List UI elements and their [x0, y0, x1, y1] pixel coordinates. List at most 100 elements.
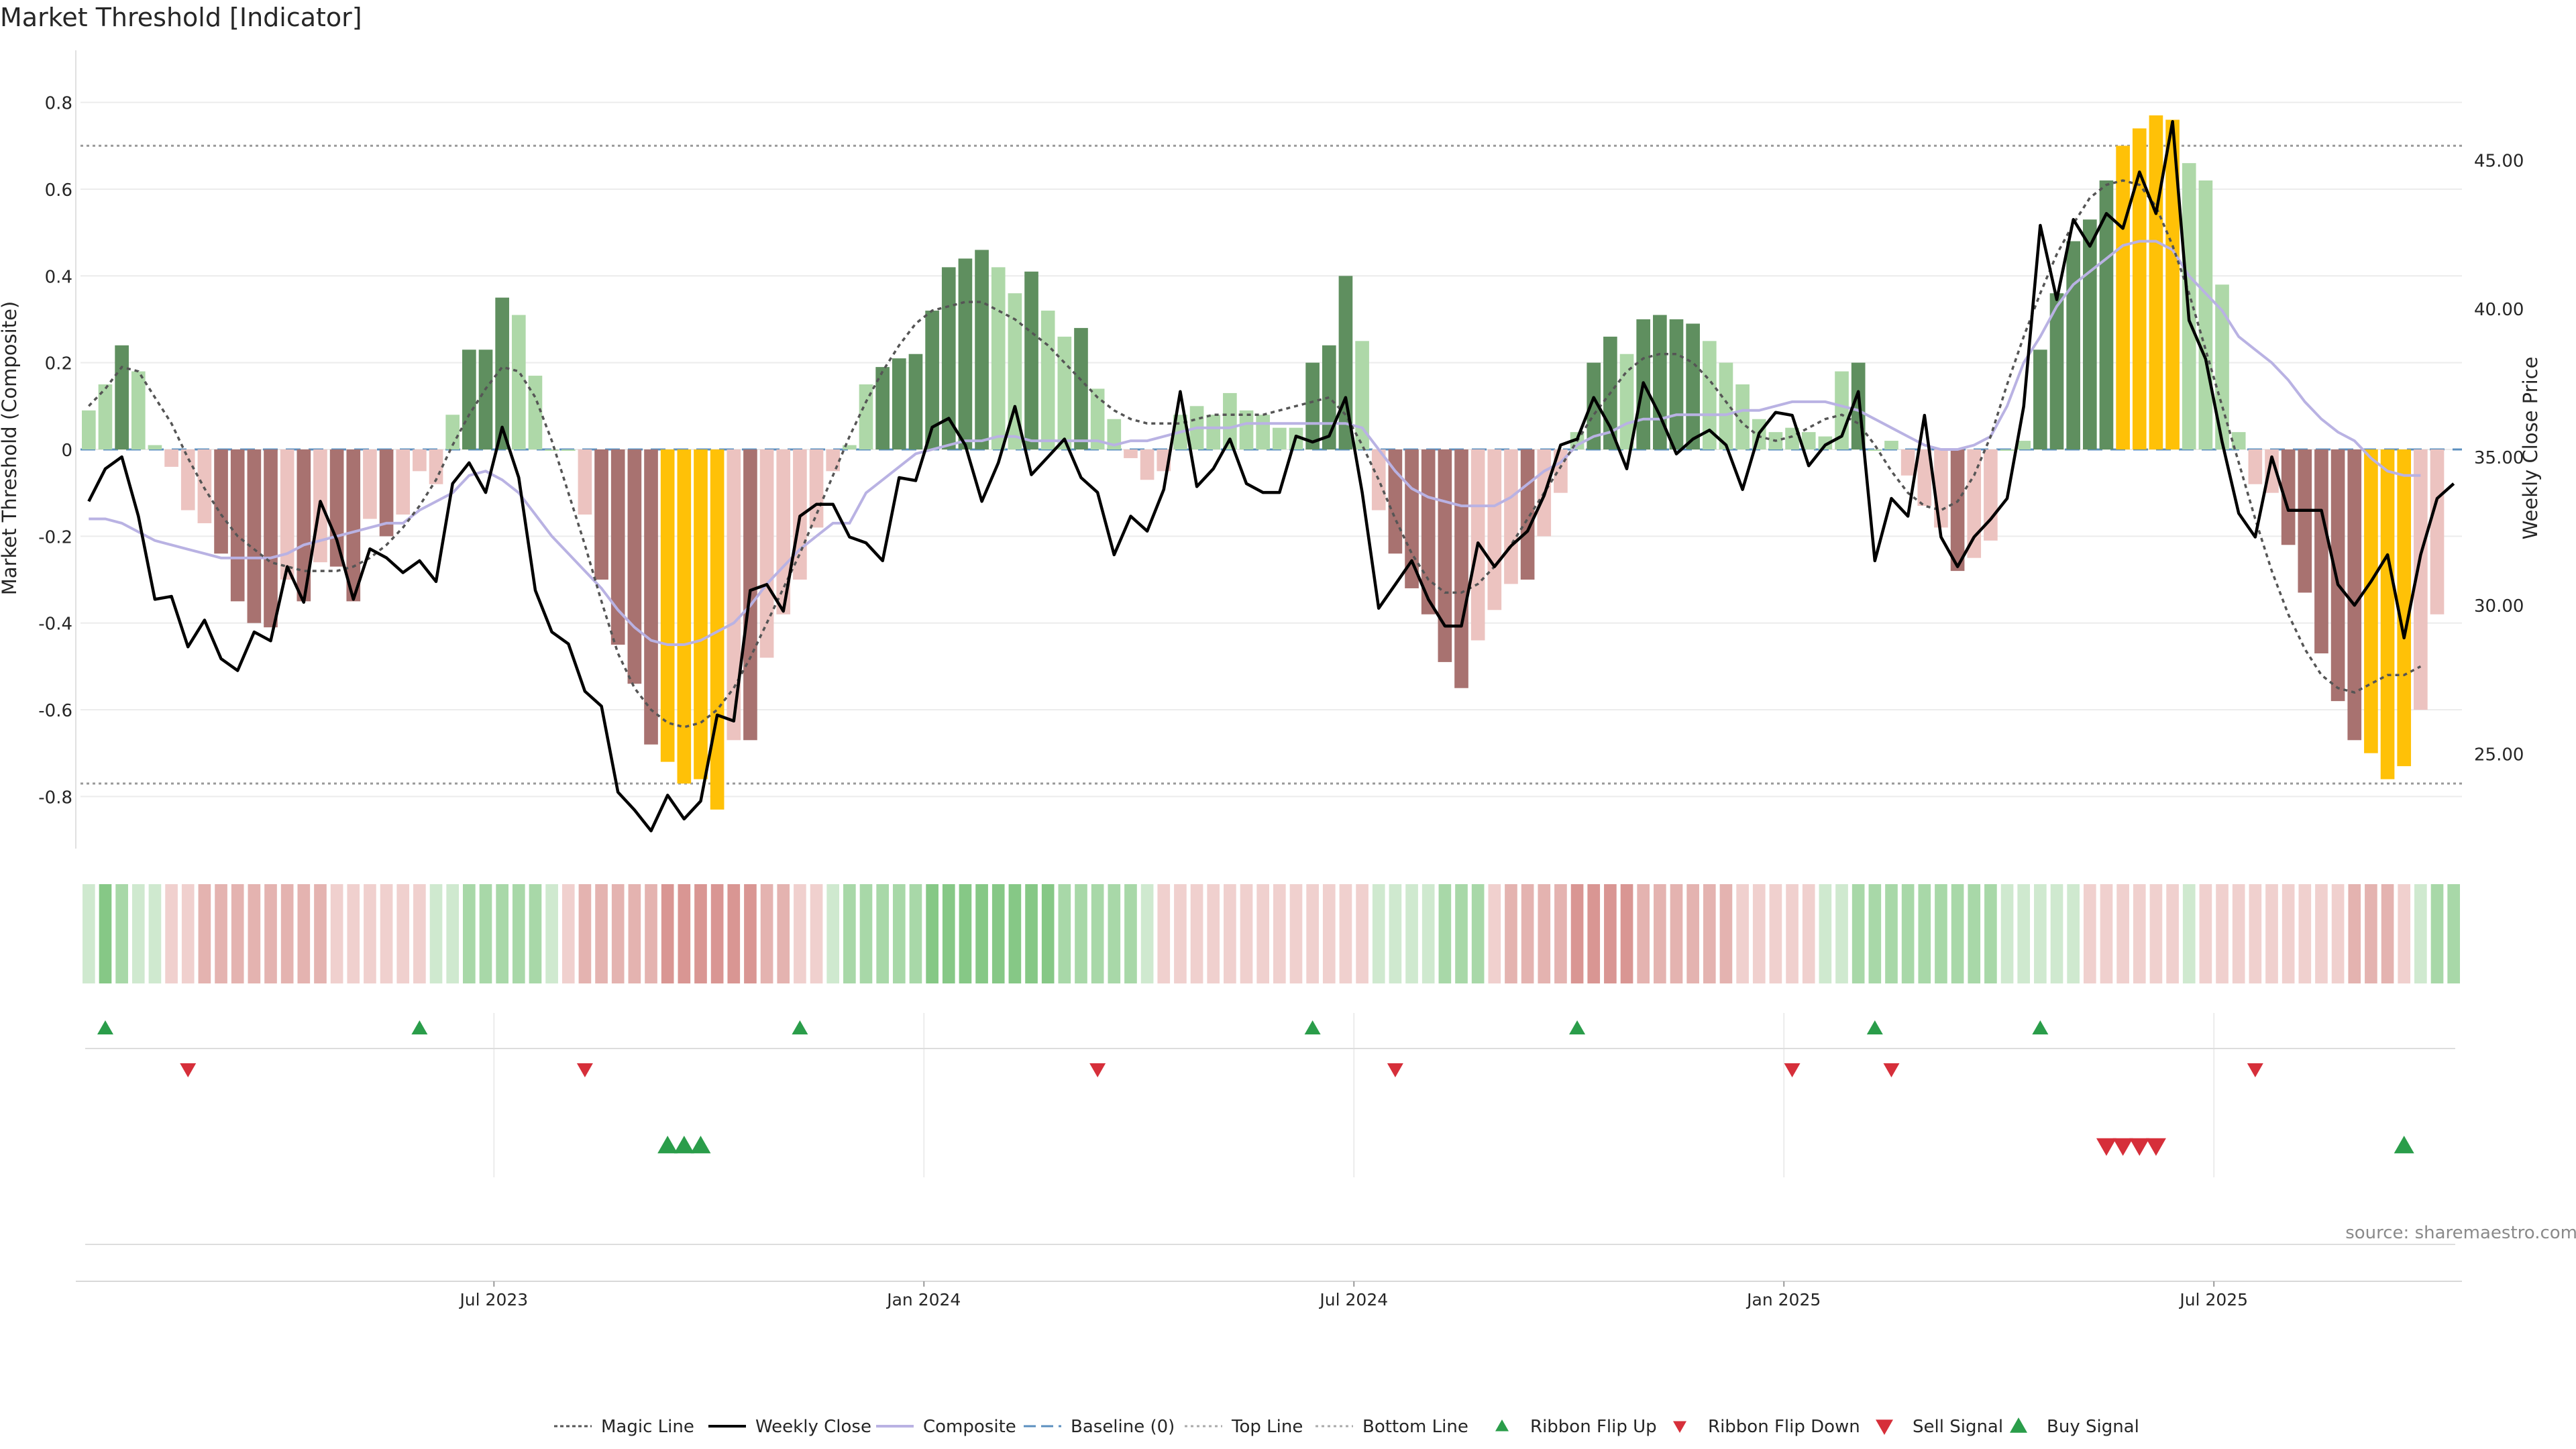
ribbon-cell	[1935, 884, 1947, 983]
legend-label: Weekly Close	[755, 1417, 871, 1437]
ribbon-cell	[2348, 884, 2361, 983]
composite-bar	[413, 449, 427, 472]
composite-bar	[180, 449, 195, 511]
ribbon-cell	[645, 884, 657, 983]
ribbon-cell	[1240, 884, 1253, 983]
ribbon-cell	[2067, 884, 2080, 983]
ribbon-cell	[2149, 884, 2163, 983]
composite-bar	[2231, 432, 2246, 449]
composite-bar	[925, 311, 939, 449]
composite-bar	[694, 449, 708, 780]
ribbon-cell	[1703, 884, 1716, 983]
ribbon-cell	[1570, 884, 1584, 983]
ribbon-cell	[710, 884, 724, 983]
ribbon-cell	[1421, 884, 1435, 983]
ribbon-cell	[1736, 884, 1749, 983]
legend-swatch	[1495, 1419, 1509, 1432]
ribbon-cell	[198, 884, 211, 983]
ribbon-cell	[1124, 884, 1137, 983]
ribbon-cell	[1108, 884, 1121, 983]
legend-label: Sell Signal	[1913, 1417, 2003, 1437]
composite-bar	[1653, 315, 1667, 449]
ribbon-cell	[909, 884, 922, 983]
ribbon-cell	[83, 884, 95, 983]
ribbon-cell	[1256, 884, 1269, 983]
ribbon-cell	[2265, 884, 2278, 983]
composite-bar	[2149, 115, 2163, 449]
ribbon-cell	[777, 884, 790, 983]
ribbon-cell	[148, 884, 162, 983]
composite-bar	[1884, 441, 1898, 449]
ribbon-strip	[83, 884, 2460, 983]
ribbon-cell	[1372, 884, 1385, 983]
ribbon-cell	[396, 884, 410, 983]
legend-label: Ribbon Flip Up	[1530, 1417, 1657, 1437]
ribbon-cell	[1455, 884, 1468, 983]
composite-bar	[1785, 427, 1799, 449]
ribbon-cell	[2365, 884, 2377, 983]
composite-bar	[908, 354, 923, 449]
y-tick-label-left: -0.6	[38, 701, 72, 721]
composite-bar	[1967, 449, 1982, 558]
ribbon-cell	[1719, 884, 1733, 983]
chart-legend: Magic Line Weekly Close Composite Baseline …	[554, 1417, 2139, 1437]
ribbon-cell	[1554, 884, 1567, 983]
y-tick-label-right: 45.00	[2474, 152, 2524, 172]
composite-bar	[892, 358, 906, 449]
ribbon-cell	[1686, 884, 1699, 983]
ribbon-cell	[2166, 884, 2179, 983]
composite-bar	[1107, 419, 1122, 449]
composite-bar	[644, 449, 658, 745]
reference-lines	[80, 144, 2462, 785]
y-axis-label-right: Weekly Close Price	[2519, 357, 2542, 540]
ribbon-cell	[2249, 884, 2262, 983]
ribbon-cell	[1885, 884, 1898, 983]
ribbon-cell	[2414, 884, 2427, 983]
ribbon-cell	[959, 884, 972, 983]
source-credit: source: sharemaestro.com	[2345, 1223, 2576, 1243]
ribbon-cell	[760, 884, 773, 983]
ribbon-cell	[2034, 884, 2047, 983]
composite-bar	[2132, 128, 2147, 450]
composite-bar	[2314, 449, 2328, 653]
composite-bar	[1801, 432, 1816, 449]
indicator-lines	[87, 119, 2455, 833]
composite-bar	[2347, 449, 2362, 741]
ribbon-cell	[2116, 884, 2129, 983]
composite-bar	[280, 449, 294, 580]
composite-bar	[875, 367, 890, 449]
composite-bar	[1305, 362, 1320, 449]
buy-signal-marker	[657, 1136, 678, 1154]
legend-label: Bottom Line	[1362, 1417, 1468, 1437]
composite-bar	[561, 449, 576, 451]
ribbon-cell	[2083, 884, 2096, 983]
composite-bar	[759, 449, 774, 658]
legend-label: Buy Signal	[2047, 1417, 2139, 1437]
composite-bar	[2116, 146, 2130, 450]
composite-bar	[1917, 449, 1932, 506]
ribbon-cell	[545, 884, 558, 983]
ribbon-cell	[280, 884, 294, 983]
composite-bar	[214, 449, 228, 554]
composite-bar	[594, 449, 608, 580]
ribbon-cell	[330, 884, 343, 983]
composite-bar	[975, 250, 989, 449]
ribbon-cell	[1637, 884, 1650, 983]
ribbon-cell	[1984, 884, 1997, 983]
composite-bar	[115, 345, 129, 449]
ribbon-cell	[1025, 884, 1038, 983]
composite-bar	[1735, 384, 1750, 449]
composite-line	[89, 239, 2421, 646]
composite-bar	[82, 410, 96, 449]
legend-label: Top Line	[1231, 1417, 1303, 1437]
composite-bar	[1702, 341, 1717, 449]
composite-bar	[2082, 219, 2097, 449]
composite-bar	[1587, 362, 1601, 449]
composite-bar	[346, 449, 361, 602]
ribbon-flip-up-marker	[2032, 1020, 2049, 1034]
ribbon-cell	[942, 884, 955, 983]
x-tick-label: Jul 2025	[2178, 1290, 2248, 1309]
ribbon-cell	[1041, 884, 1055, 983]
y-tick-label-left: -0.8	[38, 788, 72, 808]
